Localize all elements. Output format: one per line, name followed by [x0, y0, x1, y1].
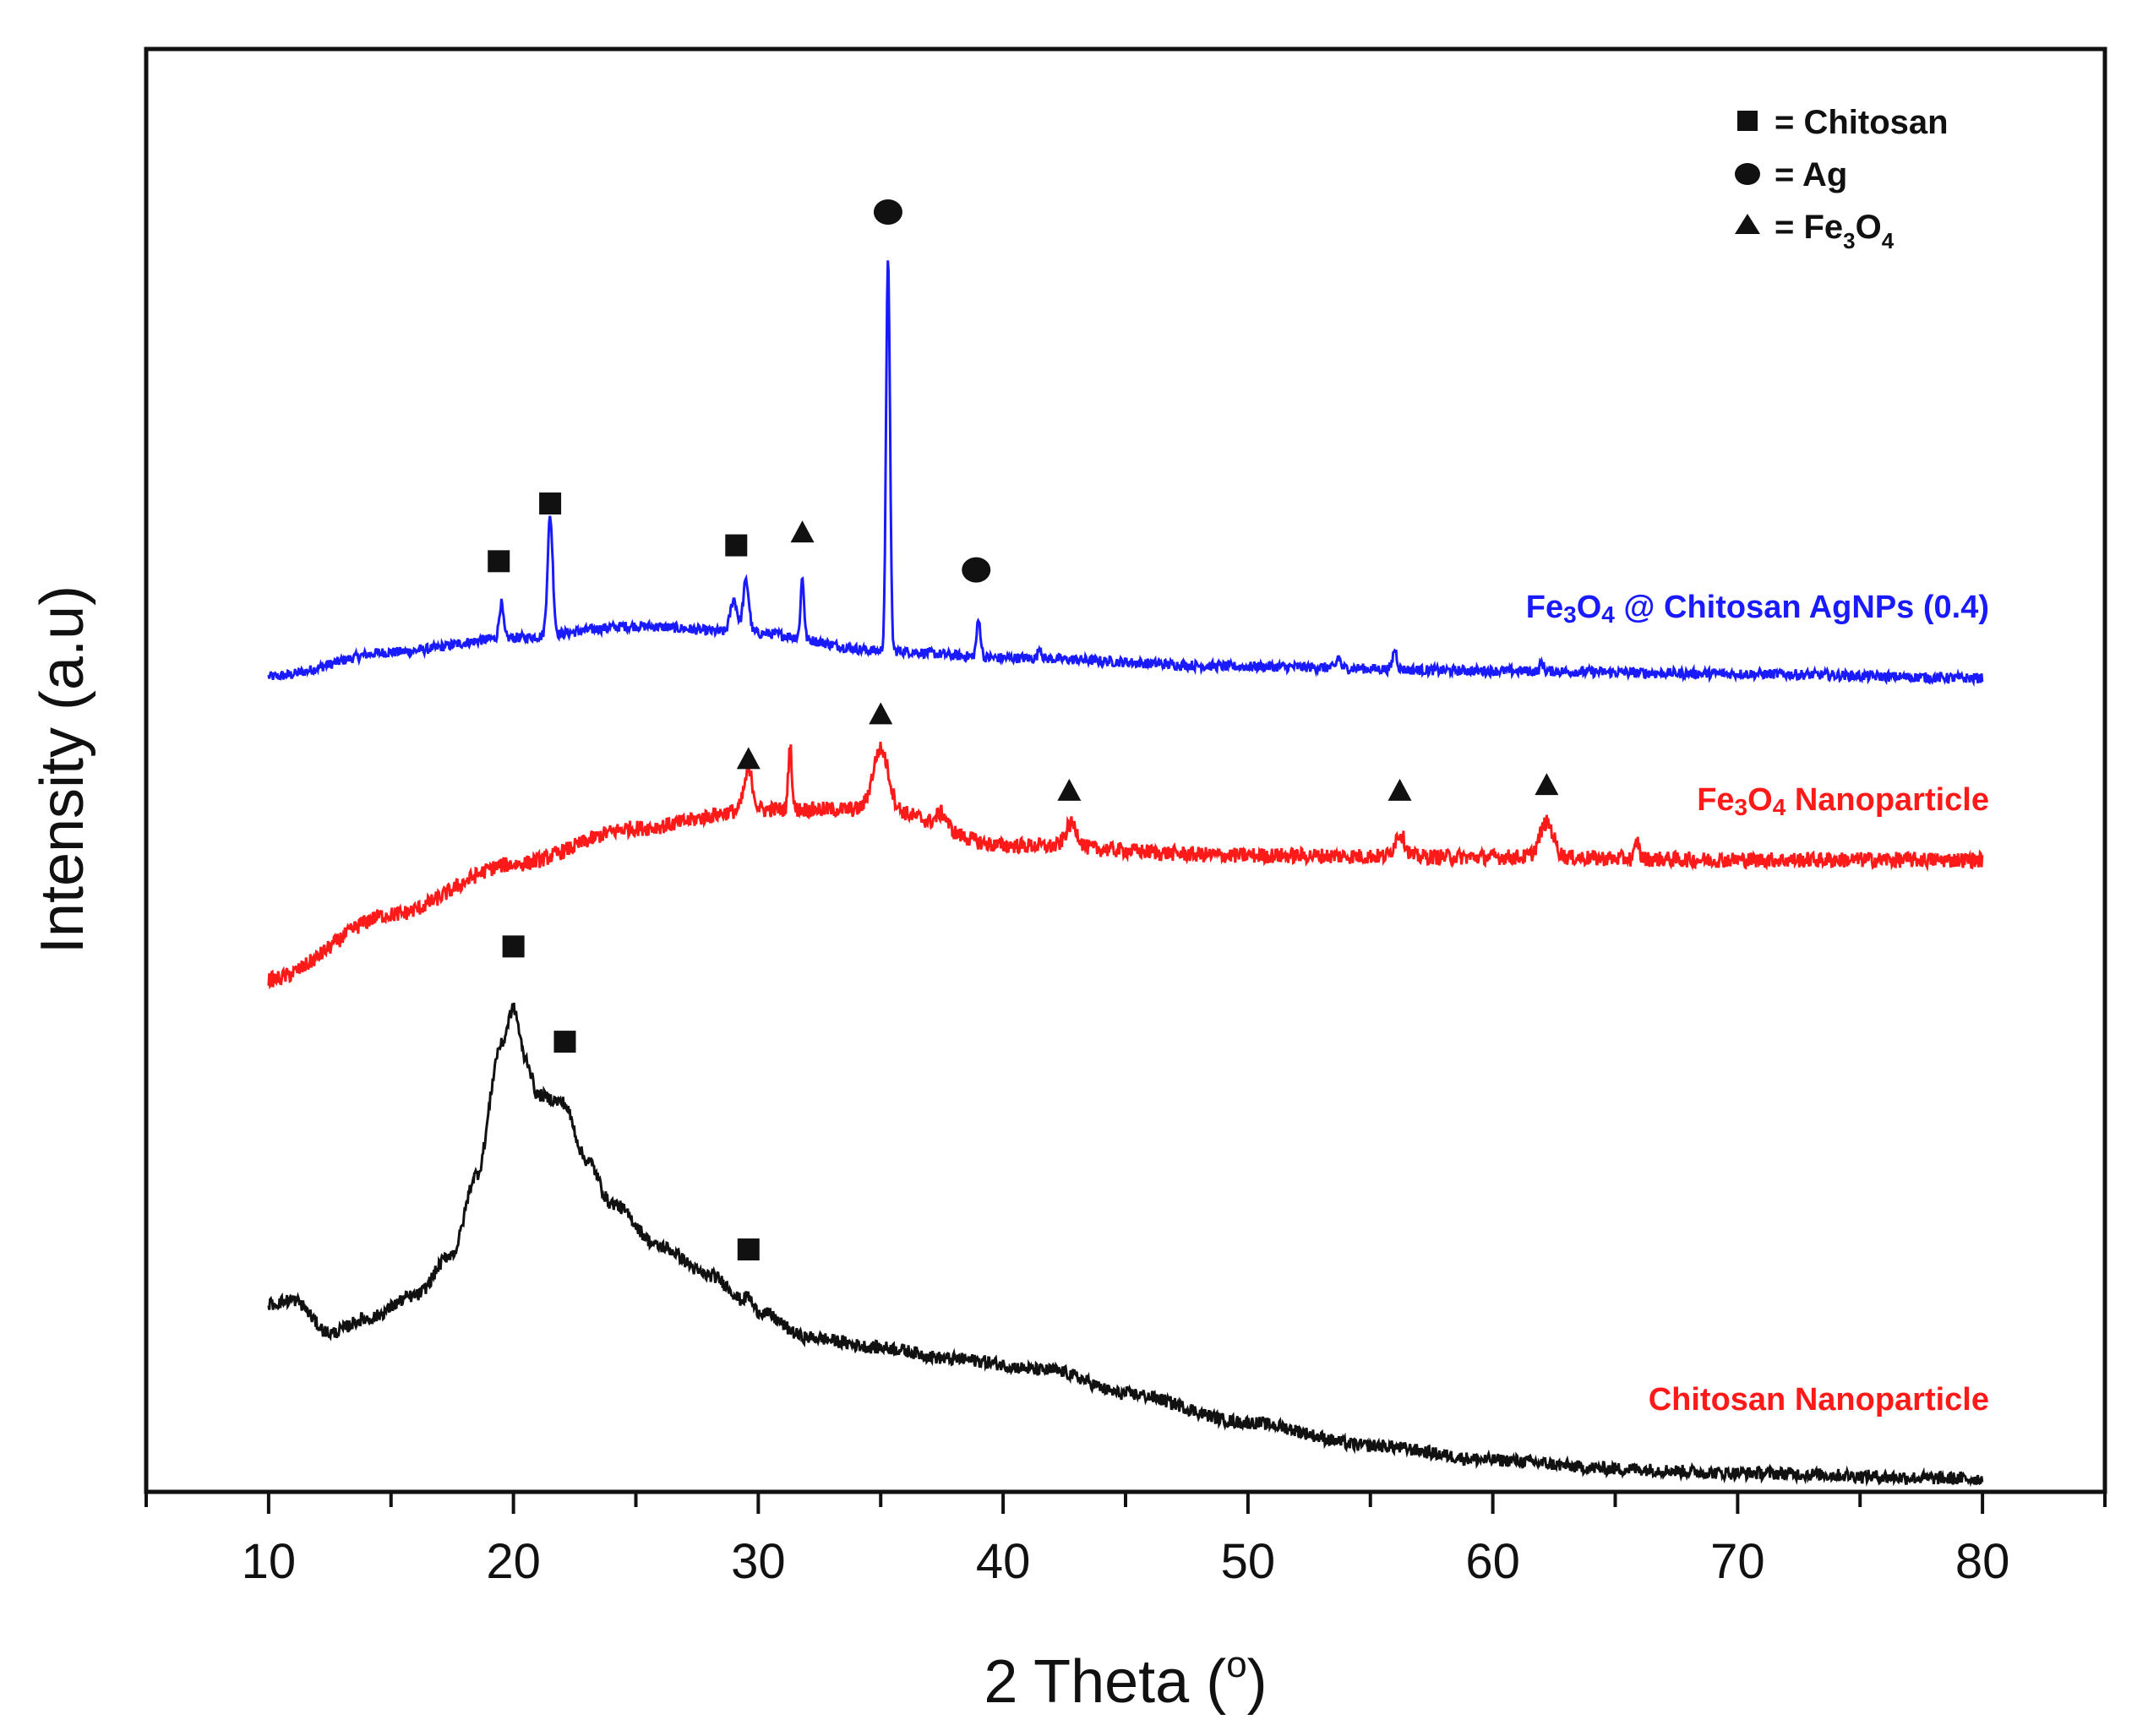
peak-marker-square-icon	[539, 493, 562, 515]
x-tick-label: 80	[1955, 1534, 2010, 1589]
peak-marker-triangle-icon	[1535, 773, 1559, 796]
x-tick-label: 30	[731, 1534, 786, 1589]
series-traces	[267, 260, 1984, 1488]
peak-marker-circle-icon	[962, 557, 991, 583]
legend-square-icon	[1737, 111, 1758, 131]
series-line-chitosan-nanoparticle	[267, 1002, 1984, 1488]
x-tick-label: 70	[1710, 1534, 1765, 1589]
legend-triangle-icon	[1735, 214, 1760, 234]
plot-frame	[144, 46, 2107, 1494]
legend-circle-icon	[1735, 163, 1760, 185]
peak-marker-triangle-icon	[790, 520, 815, 543]
x-tick-label: 60	[1465, 1534, 1520, 1589]
x-tick-label: 50	[1221, 1534, 1276, 1589]
peak-marker-triangle-icon	[869, 702, 893, 725]
peak-marker-square-icon	[502, 935, 525, 958]
series-line-fe3o4-chitosan-agnps	[267, 260, 1984, 688]
peak-marker-circle-icon	[873, 199, 902, 226]
x-axis-title: 2 Theta (o)	[984, 1644, 1267, 1716]
series-label-fe3o4-chitosan-agnps: Fe3O4 @ Chitosan AgNPs (0.4)	[1526, 590, 1989, 628]
peak-marker-square-icon	[737, 1238, 760, 1261]
peak-marker-square-icon	[488, 550, 510, 573]
peak-marker-square-icon	[725, 534, 748, 557]
peak-marker-triangle-icon	[1057, 778, 1082, 801]
series-label-fe3o4-nanoparticle: Fe3O4 Nanoparticle	[1697, 782, 1989, 820]
legend-label-chitosan: = Chitosan	[1775, 104, 1949, 141]
series-label-chitosan-nanoparticle: Chitosan Nanoparticle	[1649, 1382, 1989, 1418]
peak-marker-triangle-icon	[736, 747, 761, 770]
x-tick-label: 10	[242, 1534, 297, 1589]
peak-marker-triangle-icon	[1387, 778, 1412, 801]
peak-markers	[488, 199, 1559, 1261]
x-tick-label: 40	[976, 1534, 1031, 1589]
legend-label-ag: = Ag	[1775, 156, 1847, 193]
x-axis-ticks: 10 20 30 40 50 60 70 80	[144, 1492, 2107, 1589]
series-line-fe3o4-nanoparticle	[267, 741, 1984, 990]
legend-label-fe3o4: = Fe3O4	[1775, 209, 1894, 253]
peak-marker-square-icon	[553, 1031, 576, 1053]
y-axis-title: Intensity (a.u)	[29, 585, 96, 954]
x-tick-label: 20	[486, 1534, 541, 1589]
legend: = Chitosan = Ag = Fe3O4	[1735, 104, 1949, 253]
